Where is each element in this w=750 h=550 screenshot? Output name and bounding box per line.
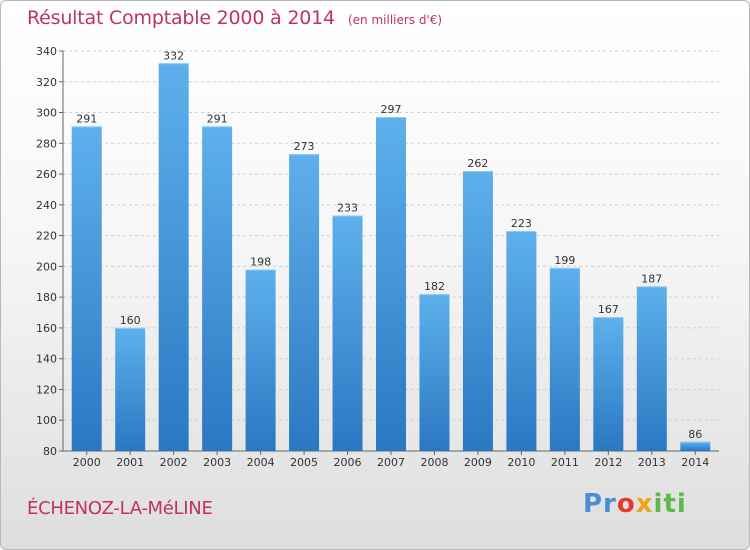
data-label: 291 — [207, 112, 228, 125]
x-tick-label: 2014 — [681, 456, 709, 469]
data-label: 297 — [381, 103, 402, 116]
x-tick-label: 2011 — [551, 456, 579, 469]
y-tick-label: 220 — [36, 230, 57, 243]
data-label: 167 — [598, 303, 619, 316]
bar — [549, 267, 580, 451]
y-tick-label: 120 — [36, 383, 57, 396]
bar — [376, 117, 406, 452]
data-label: 262 — [467, 157, 488, 170]
y-tick-label: 340 — [36, 45, 57, 58]
logo-part-2: o — [616, 489, 636, 519]
data-label: 291 — [76, 112, 97, 125]
x-tick-label: 2002 — [160, 456, 188, 469]
x-tick-label: 2010 — [507, 456, 535, 469]
x-tick-label: 2003 — [203, 456, 231, 469]
y-tick-label: 320 — [36, 76, 57, 89]
bar — [245, 269, 276, 451]
x-tick-label: 2004 — [247, 456, 275, 469]
y-tick-label: 100 — [36, 414, 57, 427]
chart-title-block: Résultat Comptable 2000 à 2014 (en milli… — [27, 7, 442, 29]
x-tick-label: 2006 — [334, 456, 362, 469]
bar — [289, 154, 320, 452]
x-tick-label: 2008 — [420, 456, 448, 469]
y-tick-label: 160 — [36, 322, 57, 335]
y-tick-label: 200 — [36, 260, 57, 273]
bar — [115, 327, 146, 451]
data-label: 233 — [337, 202, 358, 215]
y-tick-label: 240 — [36, 199, 57, 212]
y-tick-label: 80 — [43, 445, 57, 458]
bar — [71, 126, 102, 451]
y-tick-label: 180 — [36, 291, 57, 304]
x-tick-label: 2005 — [290, 456, 318, 469]
data-label: 182 — [424, 280, 445, 293]
bar — [506, 231, 537, 451]
x-tick-label: 2009 — [464, 456, 492, 469]
bar — [332, 215, 363, 451]
data-label: 332 — [163, 49, 184, 62]
data-label: 223 — [511, 217, 532, 230]
x-tick-label: 2000 — [73, 456, 101, 469]
chart-title: Résultat Comptable 2000 à 2014 — [27, 7, 335, 29]
bar — [202, 126, 233, 451]
bar — [593, 317, 624, 451]
data-label: 198 — [250, 255, 271, 268]
y-tick-label: 260 — [36, 168, 57, 181]
x-tick-label: 2007 — [377, 456, 405, 469]
data-label: 86 — [688, 428, 702, 441]
data-label: 187 — [641, 272, 662, 285]
logo-part-3: x — [635, 489, 654, 519]
bar — [158, 63, 189, 452]
bar — [680, 441, 711, 451]
logo-part-4: iti — [653, 489, 687, 519]
x-tick-label: 2012 — [594, 456, 622, 469]
x-tick-label: 2001 — [116, 456, 144, 469]
y-tick-label: 300 — [36, 107, 57, 120]
bar — [462, 171, 493, 451]
proxiti-logo: Proxiti — [583, 489, 687, 519]
data-label: 273 — [294, 140, 315, 153]
bar — [419, 294, 450, 451]
bar — [636, 286, 667, 451]
y-tick-label: 140 — [36, 353, 57, 366]
commune-name: ÉCHENOZ-LA-MéLINE — [27, 498, 213, 519]
logo-part-1: Pr — [583, 489, 617, 519]
x-tick-label: 2013 — [638, 456, 666, 469]
y-tick-label: 280 — [36, 137, 57, 150]
chart-unit-note: (en milliers d'€) — [347, 13, 443, 27]
data-label: 199 — [554, 254, 575, 267]
data-label: 160 — [120, 314, 141, 327]
